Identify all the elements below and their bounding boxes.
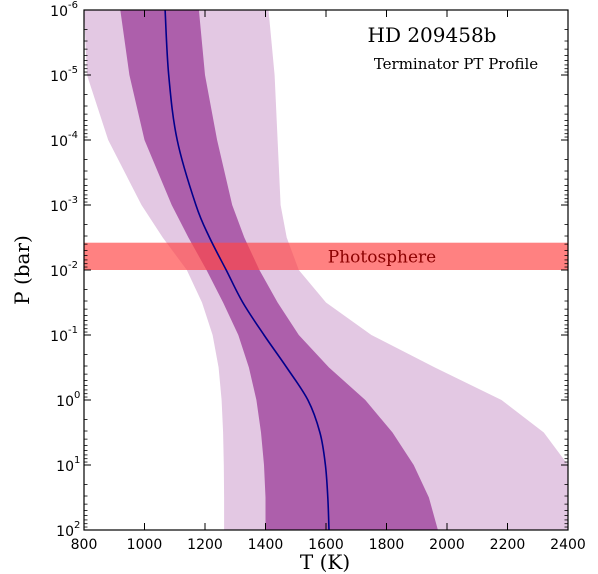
x-tick-label: 1400 [248,537,284,553]
sigma1-band [120,10,438,530]
y-tick-label: 10 [56,459,74,475]
y-tick-label: 10 [50,4,68,20]
y-tick-label: 10 [50,264,68,280]
chart-subtitle: Terminator PT Profile [374,55,538,73]
y-tick-exponent: -6 [68,0,78,11]
x-tick-label: 1600 [308,537,344,553]
y-tick-exponent: 0 [74,390,80,401]
y-tick-exponent: 2 [74,520,80,531]
y-tick-exponent: -3 [68,195,78,206]
y-tick-exponent: -2 [68,260,78,271]
y-tick-label: 10 [50,69,68,85]
plot-area: Photosphere [84,10,568,530]
photosphere-band [84,242,568,270]
y-tick-label: 10 [50,134,68,150]
chart-title: HD 209458b [368,23,497,47]
x-tick-label: 1800 [369,537,405,553]
y-tick-label: 10 [50,199,68,215]
y-tick-exponent: 1 [74,455,80,466]
x-tick-label: 2400 [550,537,586,553]
y-tick-label: 10 [50,329,68,345]
y-tick-exponent: -5 [68,65,78,76]
y-tick-exponent: -1 [68,325,78,336]
x-tick-label: 1000 [127,537,163,553]
y-tick-label: 10 [56,394,74,410]
y-tick-label: 10 [56,524,74,540]
plot-content [84,10,568,530]
y-tick-exponent: -4 [68,130,78,141]
x-tick-label: 1200 [187,537,223,553]
y-axis-label: P (bar) [10,235,34,305]
median-profile-line [164,10,330,530]
x-axis-label: T (K) [300,550,350,574]
photosphere-label: Photosphere [328,247,437,267]
x-tick-label: 2000 [429,537,465,553]
x-tick-label: 2200 [490,537,526,553]
x-tick-label: 800 [71,537,98,553]
